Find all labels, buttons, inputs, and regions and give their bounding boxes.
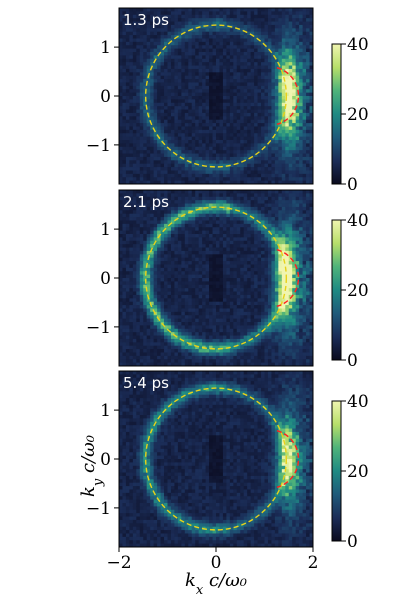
y-tick-label: 1 bbox=[100, 38, 111, 58]
colorbar-tick-label: 40 bbox=[347, 392, 369, 412]
time-label: 2.1 ps bbox=[123, 193, 169, 211]
colorbar-tick-label: 20 bbox=[347, 105, 369, 125]
y-tick-label: 0 bbox=[100, 87, 111, 107]
red-dashed-arc bbox=[276, 66, 300, 126]
x-tick-label: 0 bbox=[211, 553, 222, 573]
time-label: 5.4 ps bbox=[123, 374, 169, 392]
x-axis-label: kx c/ω₀ bbox=[185, 570, 247, 598]
heatmap-cells bbox=[119, 190, 313, 366]
colorbar-tick-label: 0 bbox=[347, 175, 358, 195]
yellow-dashed-circle bbox=[144, 24, 288, 168]
colorbar bbox=[331, 219, 342, 361]
heatmap-panel-1: 1.3 ps 1 0 −1 0 20 40 bbox=[86, 7, 369, 195]
heatmap-panel-3: 5.4 ps 1 0 −1 0 20 40 bbox=[86, 370, 369, 552]
yellow-dashed-circle bbox=[144, 387, 288, 531]
y-axis-label: ky c/ω₀ bbox=[78, 435, 106, 497]
y-tick-label: 1 bbox=[100, 220, 111, 240]
colorbar bbox=[331, 43, 342, 185]
colorbar-tick-label: 40 bbox=[347, 211, 369, 231]
y-tick-label: −1 bbox=[86, 136, 111, 156]
y-tick-label: 0 bbox=[100, 269, 111, 289]
y-tick-label: −1 bbox=[86, 318, 111, 338]
x-tick-label: −2 bbox=[106, 553, 131, 573]
colorbar-tick-label: 0 bbox=[347, 532, 358, 552]
red-dashed-arc bbox=[276, 429, 300, 489]
heatmap-panel-2: 2.1 ps 1 0 −1 0 20 40 bbox=[86, 189, 369, 371]
yellow-dashed-circle bbox=[144, 206, 288, 350]
time-label: 1.3 ps bbox=[123, 11, 169, 29]
y-tick-label: 1 bbox=[100, 401, 111, 421]
colorbar-tick-label: 20 bbox=[347, 462, 369, 482]
colorbar-tick-label: 20 bbox=[347, 281, 369, 301]
colorbar-tick-label: 40 bbox=[347, 35, 369, 55]
colorbar bbox=[331, 400, 342, 542]
x-tick-label: 2 bbox=[308, 553, 319, 573]
y-tick-label: 0 bbox=[100, 450, 111, 470]
red-dashed-arc bbox=[276, 248, 300, 308]
colorbar-tick-label: 0 bbox=[347, 351, 358, 371]
y-tick-label: −1 bbox=[86, 499, 111, 519]
heatmap-cells bbox=[119, 371, 313, 547]
heatmap-cells bbox=[119, 8, 313, 184]
